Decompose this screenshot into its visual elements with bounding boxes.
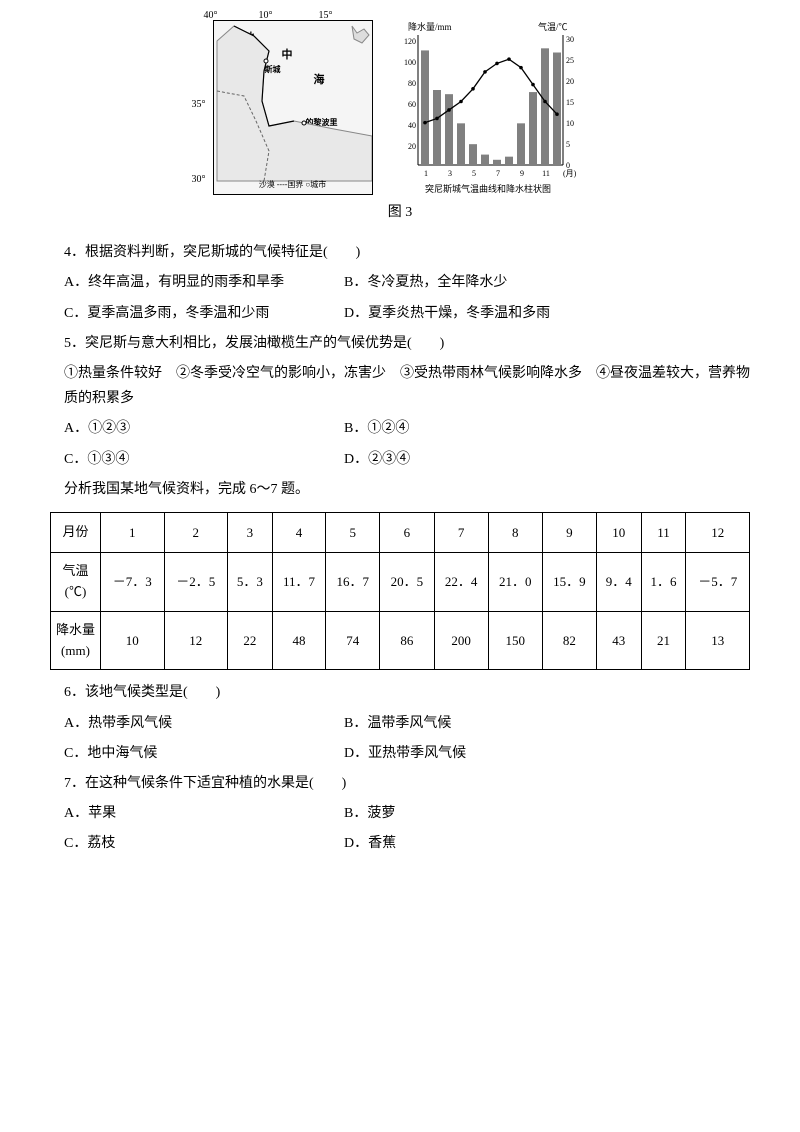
tunisia-map: 40° 10° 15° 35° 30° 地 中 海 突尼斯城 阿尔及利亚 的黎波… <box>213 20 373 195</box>
table-row-precip: 降水量(mm) 10122248748620015082432113 <box>51 611 750 670</box>
q4-optC: C．夏季高温多雨，冬季温和少雨 <box>64 301 344 326</box>
svg-text:5: 5 <box>472 169 476 178</box>
q5-items: ①热量条件较好 ②冬季受冷空气的影响小，冻害少 ③受热带雨林气候影响降水多 ④昼… <box>50 361 750 411</box>
q6-optD: D．亚热带季风气候 <box>344 741 624 766</box>
q4-stem: 4．根据资料判断，突尼斯城的气候特征是( ) <box>50 240 750 265</box>
svg-text:120: 120 <box>404 37 416 46</box>
q7-stem: 7．在这种气候条件下适宜种植的水果是( ) <box>50 771 750 796</box>
q4-optA: A．终年高温，有明显的雨季和旱季 <box>64 270 344 295</box>
svg-text:100: 100 <box>404 58 416 67</box>
svg-text:20: 20 <box>566 77 574 86</box>
precip-bars <box>421 48 561 165</box>
table-row-temp: 气温(℃) －7．3－2．55．311．716．720．522．421．015．… <box>51 553 750 612</box>
temp-line <box>425 59 557 122</box>
coord-35: 35° <box>192 96 206 114</box>
q5-optB: B．①②④ <box>344 416 624 441</box>
q6-optA: A．热带季风气候 <box>64 711 344 736</box>
y1-label: 降水量/mm <box>408 21 452 32</box>
th-month: 月份 <box>51 512 101 552</box>
svg-text:3: 3 <box>448 169 452 178</box>
figure-caption: 图 3 <box>50 200 750 225</box>
svg-text:10: 10 <box>566 119 574 128</box>
q5-optC: C．①③④ <box>64 447 344 472</box>
svg-text:7: 7 <box>496 169 500 178</box>
x-ticks: 1 3 5 7 9 11 <box>424 169 550 178</box>
q6-optB: B．温带季风气候 <box>344 711 624 736</box>
q5-optD: D．②③④ <box>344 447 624 472</box>
q7-optB: B．菠萝 <box>344 801 624 826</box>
svg-text:60: 60 <box>408 100 416 109</box>
svg-text:15: 15 <box>566 98 574 107</box>
y2-label: 气温/℃ <box>538 21 568 32</box>
svg-text:25: 25 <box>566 56 574 65</box>
q4-optB: B．冬冷夏热，全年降水少 <box>344 270 624 295</box>
coord-30: 30° <box>192 171 206 189</box>
th-precip: 降水量(mm) <box>51 611 101 670</box>
chart-caption: 突尼斯城气温曲线和降水柱状图 <box>424 183 550 194</box>
map-outline <box>214 21 372 194</box>
svg-text:40: 40 <box>408 121 416 130</box>
figure-3-container: 40° 10° 15° 35° 30° 地 中 海 突尼斯城 阿尔及利亚 的黎波… <box>50 20 750 195</box>
q6-optC: C．地中海气候 <box>64 741 344 766</box>
y2-ticks: 30 25 20 15 10 5 0 <box>566 35 574 170</box>
y1-ticks: 120 100 80 60 40 20 <box>404 37 416 151</box>
q7-optA: A．苹果 <box>64 801 344 826</box>
q5-stem: 5．突尼斯与意大利相比，发展油橄榄生产的气候优势是( ) <box>50 331 750 356</box>
x-label: (月) <box>563 169 577 178</box>
climate-data-table: 月份 123456789101112 气温(℃) －7．3－2．55．311．7… <box>50 512 750 671</box>
q5-optA: A．①②③ <box>64 416 344 441</box>
svg-text:20: 20 <box>408 142 416 151</box>
svg-text:5: 5 <box>566 140 570 149</box>
svg-text:30: 30 <box>566 35 574 44</box>
q4-optD: D．夏季炎热干燥，冬季温和多雨 <box>344 301 624 326</box>
context-6-7: 分析我国某地气候资料，完成 6～7 题。 <box>50 477 750 502</box>
th-temp: 气温(℃) <box>51 553 101 612</box>
map-legend: 沙漠 ----国界 ○城市 <box>214 178 372 192</box>
svg-text:9: 9 <box>520 169 524 178</box>
q7-optD: D．香蕉 <box>344 831 624 856</box>
climate-chart: 降水量/mm 气温/℃ 120 100 80 60 40 20 30 25 20… <box>388 20 588 195</box>
svg-text:11: 11 <box>542 169 550 178</box>
svg-text:1: 1 <box>424 169 428 178</box>
chart-svg: 降水量/mm 气温/℃ 120 100 80 60 40 20 30 25 20… <box>388 20 588 195</box>
table-row-month: 月份 123456789101112 <box>51 512 750 552</box>
svg-text:80: 80 <box>408 79 416 88</box>
q6-stem: 6．该地气候类型是( ) <box>50 680 750 705</box>
q7-optC: C．荔枝 <box>64 831 344 856</box>
